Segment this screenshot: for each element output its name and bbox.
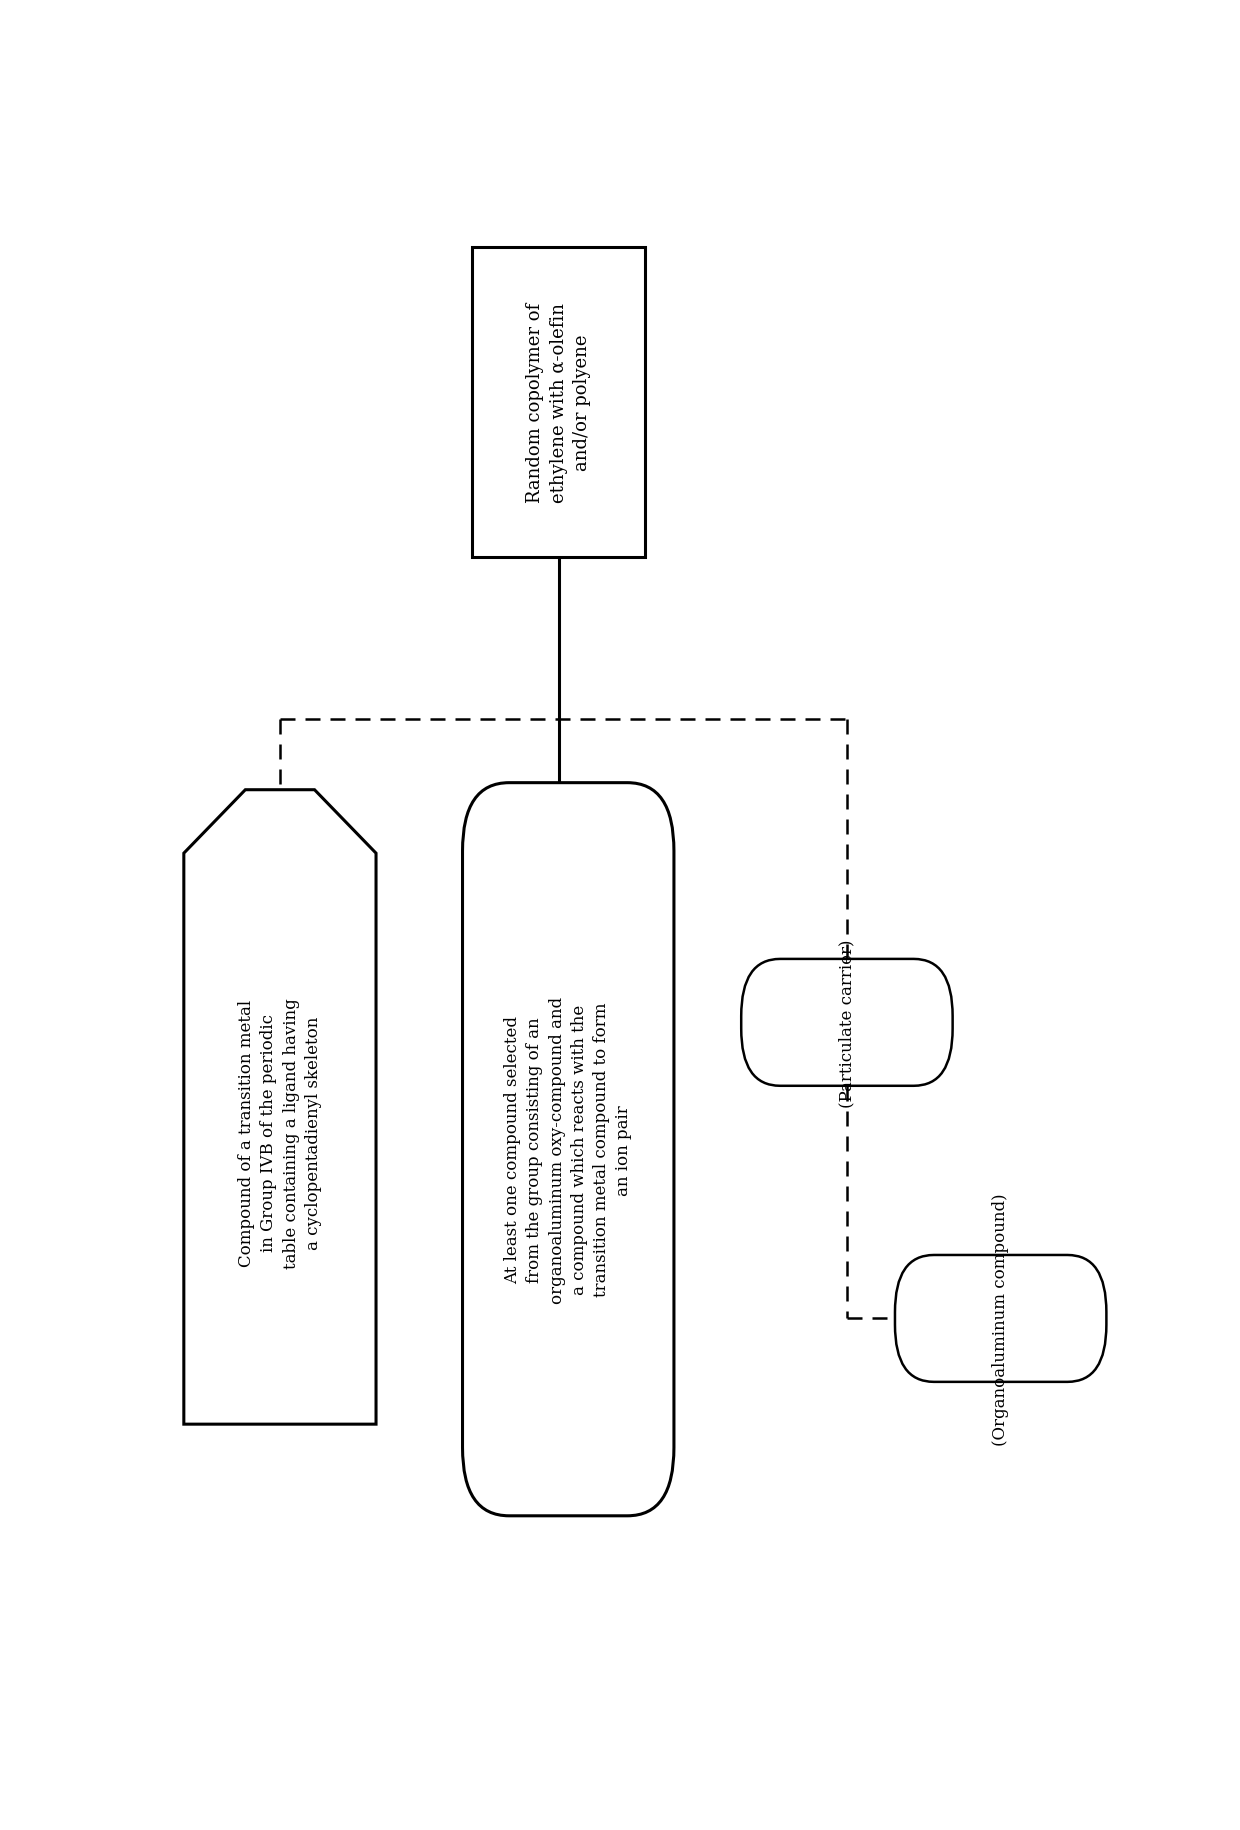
Text: (Particulate carrier): (Particulate carrier) bbox=[838, 939, 856, 1107]
Text: Compound of a transition metal
in Group IVB of the periodic
table containing a l: Compound of a transition metal in Group … bbox=[238, 997, 321, 1268]
Text: Random copolymer of
ethylene with α-olefin
and/or polyene: Random copolymer of ethylene with α-olef… bbox=[526, 302, 591, 503]
FancyBboxPatch shape bbox=[472, 247, 645, 558]
Text: At least one compound selected
from the group consisting of an
organoaluminum ox: At least one compound selected from the … bbox=[505, 996, 632, 1303]
FancyBboxPatch shape bbox=[463, 783, 675, 1515]
Text: (Organoaluminum compound): (Organoaluminum compound) bbox=[992, 1193, 1009, 1446]
Polygon shape bbox=[184, 791, 376, 1424]
FancyBboxPatch shape bbox=[895, 1255, 1106, 1382]
FancyBboxPatch shape bbox=[742, 959, 952, 1087]
